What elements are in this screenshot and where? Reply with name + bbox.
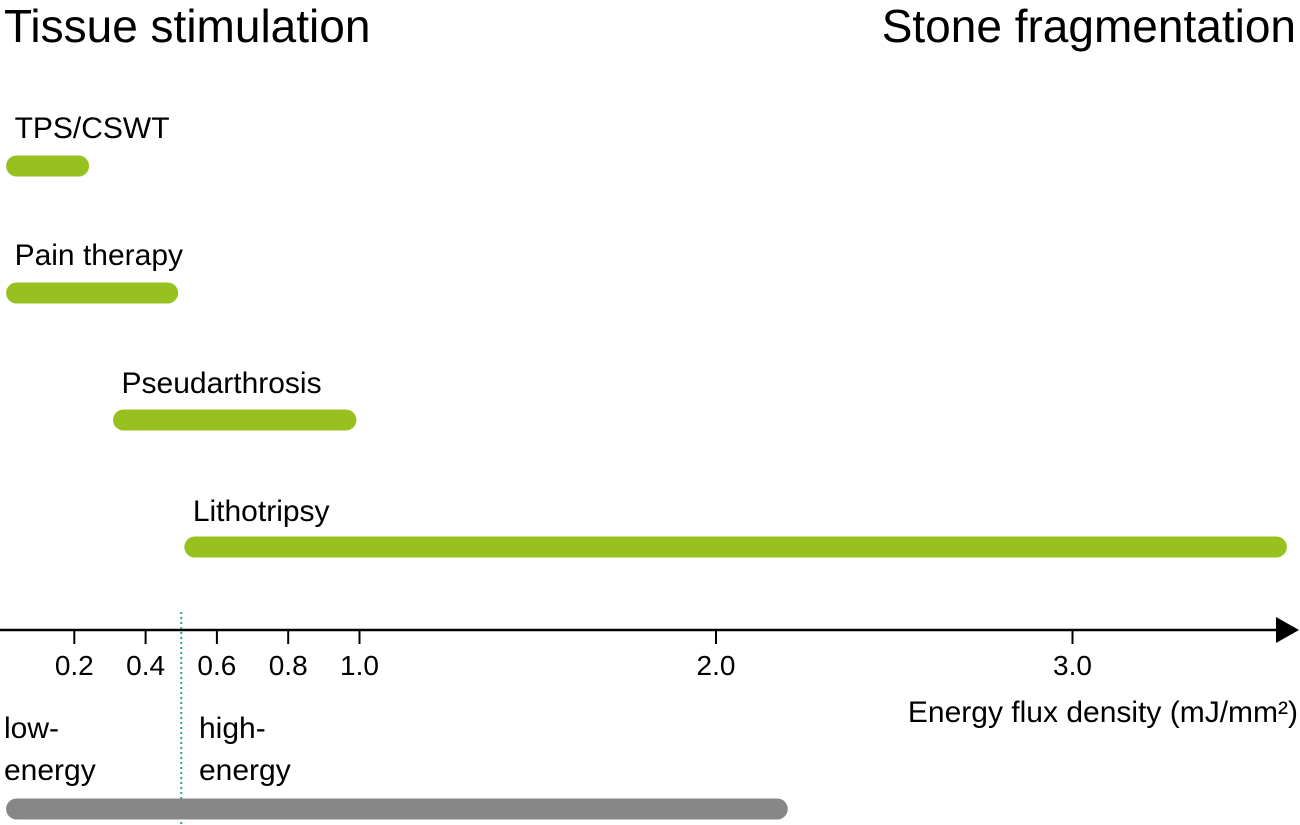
high-energy-label: high- energy [199,712,291,787]
x-tick-label-3.0: 3.0 [1053,650,1092,681]
x-tick-label-0.2: 0.2 [55,650,94,681]
x-tick-label-2.0: 2.0 [697,650,736,681]
title-tissue-stimulation: Tissue stimulation [4,0,370,52]
x-tick-label-0.8: 0.8 [269,650,308,681]
x-tick-label-1.0: 1.0 [340,650,379,681]
low-energy-line-2: energy [4,754,96,787]
x-tick-label-0.4: 0.4 [126,650,165,681]
x-axis-label: Energy flux density (mJ/mm²) [908,696,1298,729]
range-label-tps-cswt: TPS/CSWT [15,112,170,145]
range-label-lithotripsy: Lithotripsy [193,495,330,528]
x-axis: 0.2 0.4 0.6 0.8 1.0 2.0 3.0 [0,612,1299,825]
x-tick-label-0.6: 0.6 [197,650,236,681]
high-energy-line-2: energy [199,754,291,787]
title-stone-fragmentation: Stone fragmentation [882,0,1296,52]
low-energy-line-1: low- [4,712,59,745]
range-bars: TPS/CSWT Pain therapy Pseudarthrosis Lithot… [6,112,1287,558]
range-label-pain-therapy: Pain therapy [15,239,183,272]
low-energy-label: low- energy [4,712,96,787]
high-energy-line-1: high- [199,712,266,745]
range-label-pseudarthrosis: Pseudarthrosis [122,367,322,400]
x-axis-arrow [1276,617,1299,643]
